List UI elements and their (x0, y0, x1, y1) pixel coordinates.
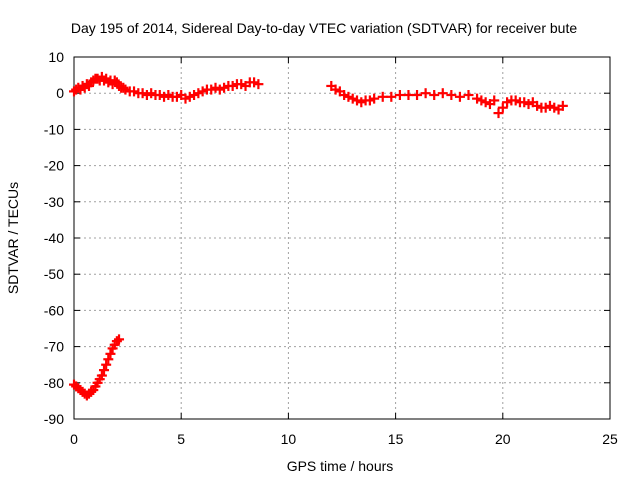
data-point (118, 82, 129, 93)
data-point (446, 90, 457, 101)
x-tick-label: 0 (70, 431, 78, 447)
data-point (96, 370, 107, 381)
x-tick-label: 20 (495, 431, 511, 447)
data-point (394, 90, 405, 101)
y-tick-label: -10 (44, 121, 64, 137)
data-point (114, 334, 125, 345)
x-axis-label: GPS time / hours (287, 458, 394, 474)
data-point (437, 88, 448, 99)
data-point (454, 91, 465, 102)
y-axis-label: SDTVAR / TECUs (5, 182, 21, 294)
x-tick-label: 15 (388, 431, 404, 447)
data-point (99, 365, 110, 376)
data-point (111, 336, 122, 347)
y-tick-label: -20 (44, 158, 64, 174)
x-tick-label: 5 (177, 431, 185, 447)
y-tick-label: -70 (44, 339, 64, 355)
data-points (69, 71, 568, 401)
y-tick-label: 10 (48, 49, 64, 65)
data-point (557, 100, 568, 111)
y-tick-label: 0 (56, 85, 64, 101)
grid (74, 57, 610, 419)
data-point (489, 95, 500, 106)
chart-title: Day 195 of 2014, Sidereal Day-to-day VTE… (71, 20, 578, 36)
y-tick-label: -60 (44, 302, 64, 318)
y-tick-label: -50 (44, 266, 64, 282)
data-point (369, 93, 380, 104)
data-point (101, 359, 112, 370)
y-tick-label: -80 (44, 375, 64, 391)
y-tick-label: -90 (44, 411, 64, 427)
data-point (86, 386, 97, 397)
data-point (403, 90, 414, 101)
data-point (109, 75, 120, 86)
data-point (429, 90, 440, 101)
data-point (497, 102, 508, 113)
data-point (105, 348, 116, 359)
x-tick-label: 10 (281, 431, 297, 447)
data-point (253, 79, 264, 90)
x-tick-label: 25 (602, 431, 618, 447)
data-point (463, 90, 474, 101)
y-tick-label: -30 (44, 194, 64, 210)
data-point (420, 88, 431, 99)
data-point (412, 90, 423, 101)
data-point (493, 108, 504, 119)
axis-ticks: 0 5 10 15 20 25 10 0 -10 -20 -30 -40 -50 -60 -70 -80 -90 (44, 49, 618, 447)
data-point (386, 91, 397, 102)
data-point (377, 91, 388, 102)
data-point (103, 354, 114, 365)
y-tick-label: -40 (44, 230, 64, 246)
